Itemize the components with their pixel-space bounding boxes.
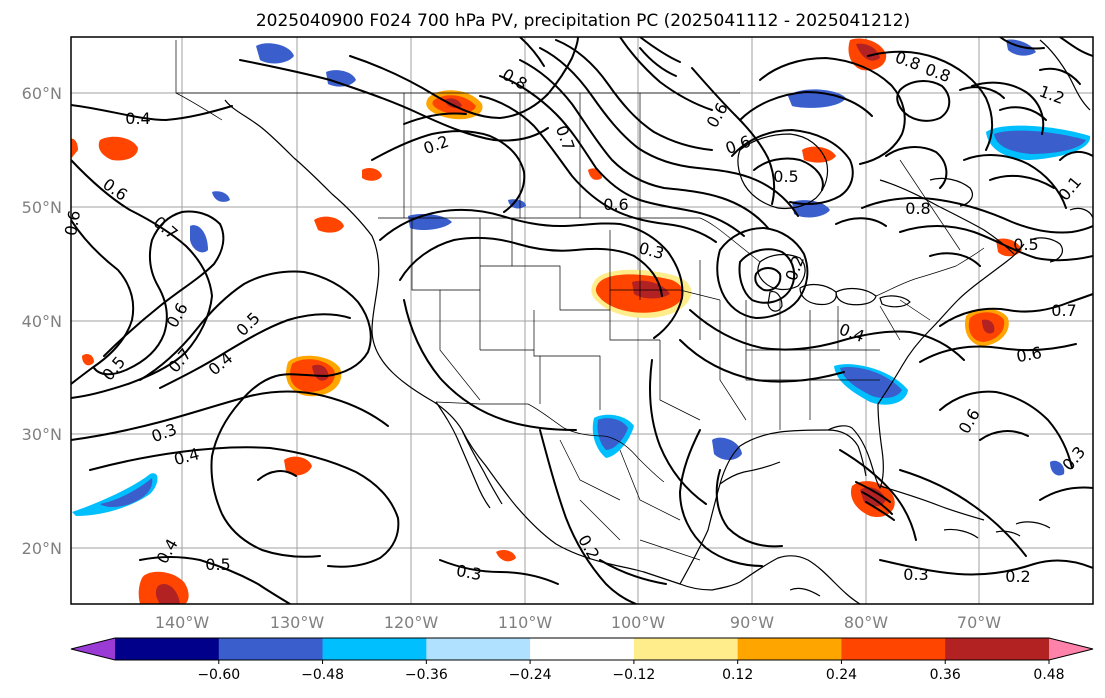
contour-label: 0.2 (1005, 567, 1030, 586)
colorbar: −0.60 −0.48 −0.36 −0.24 −0.12 0.12 0.24 0.36 0.4… (70, 637, 1094, 683)
map-frame (70, 36, 1094, 605)
colorbar-tick-label: 0.24 (826, 667, 857, 683)
graticule (71, 37, 1093, 604)
contour-label: 0.5 (773, 167, 798, 186)
colorbar-tick-label: 0.48 (1033, 667, 1064, 683)
colorbar-tick-label: 0.36 (930, 667, 961, 683)
colorbar-tick-label: −0.48 (301, 667, 344, 683)
colorbar-tick-label: −0.36 (405, 667, 448, 683)
contour-label: 0.3 (455, 561, 483, 584)
colorbar-swatch (426, 638, 531, 660)
latitude-labels: 60°N 50°N 40°N 30°N 20°N (22, 84, 62, 558)
lon-label-120w: 120°W (384, 613, 439, 632)
contour-label: 0.4 (125, 109, 150, 128)
lon-label-90w: 90°W (730, 613, 774, 632)
contour-label: 0.3 (903, 565, 928, 584)
colorbar-swatch (115, 638, 220, 660)
borders (175, 40, 985, 561)
map-panel: 0.4 0.6 0.6 0.7 0.6 0.5 0.5 0.7 0.4 0.3 … (61, 36, 1094, 605)
colorbar-swatch (841, 638, 946, 660)
lon-label-100w: 100°W (611, 613, 666, 632)
contour-label: 0.6 (603, 195, 628, 214)
colorbar-tick-label: −0.12 (612, 667, 655, 683)
figure-title: 2025040900 F024 700 hPa PV, precipitatio… (256, 11, 910, 31)
lon-label-80w: 80°W (844, 613, 888, 632)
contour-label: 0.8 (905, 199, 930, 218)
colorbar-extend-low (71, 638, 115, 660)
colorbar-swatch (633, 638, 739, 660)
pv-contours (71, 37, 1093, 604)
lat-label-20n: 20°N (22, 539, 62, 558)
lat-label-50n: 50°N (22, 198, 62, 217)
colorbar-tick-label: −0.60 (197, 667, 240, 683)
colorbar-tick-label: 0.12 (722, 667, 753, 683)
longitude-labels: 140°W 130°W 120°W 110°W 100°W 90°W 80°W … (155, 613, 1001, 632)
contour-label: 0.6 (1015, 343, 1043, 366)
lat-label-60n: 60°N (22, 84, 62, 103)
colorbar-outline (70, 637, 1094, 661)
lon-label-140w: 140°W (155, 613, 210, 632)
colorbar-tick-label: −0.24 (509, 667, 552, 683)
contour-label: 0.5 (205, 555, 230, 574)
contour-label: 0.7 (1051, 301, 1076, 320)
contour-label: 0.5 (1013, 235, 1038, 254)
lat-label-40n: 40°N (22, 312, 62, 331)
colorbar-swatch (945, 638, 1050, 660)
colorbar-swatch (530, 638, 635, 660)
lon-label-110w: 110°W (498, 613, 553, 632)
colorbar-swatch (218, 638, 324, 660)
coastlines (224, 39, 1093, 604)
colorbar-extend-high (1049, 638, 1093, 660)
lat-label-30n: 30°N (22, 425, 62, 444)
lon-label-130w: 130°W (270, 613, 325, 632)
lon-label-70w: 70°W (957, 613, 1001, 632)
contour-label: 0.6 (61, 209, 84, 237)
colorbar-swatch (322, 638, 427, 660)
colorbar-swatch (737, 638, 842, 660)
